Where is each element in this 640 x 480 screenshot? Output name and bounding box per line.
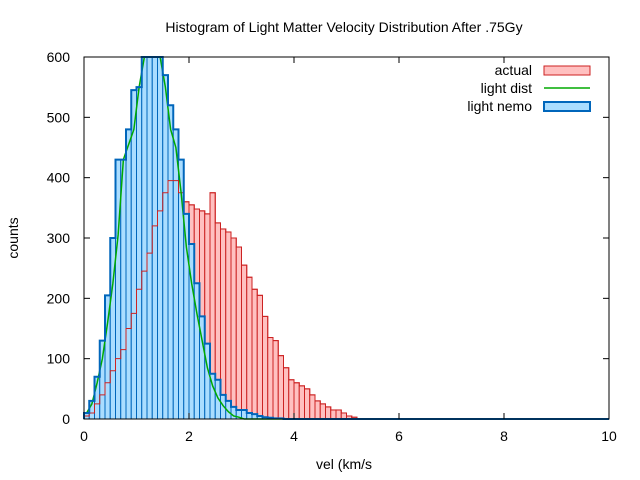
x-tick-label: 4 (290, 428, 298, 444)
bar-actual (335, 409, 342, 420)
legend-label: actual (495, 62, 532, 78)
bar-actual (225, 231, 232, 420)
bar-light-nemo (146, 56, 153, 420)
bar-actual (304, 388, 311, 420)
bar-light-nemo (141, 56, 148, 420)
x-tick-label: 2 (185, 428, 193, 444)
bar-actual (283, 367, 290, 420)
bar-light-nemo (120, 159, 127, 420)
x-axis-label: vel (km/s (316, 456, 372, 472)
y-tick-label: 600 (47, 49, 71, 65)
bar-actual (319, 403, 326, 420)
bar-light-nemo (125, 128, 132, 420)
chart-title: Histogram of Light Matter Velocity Distr… (165, 19, 522, 35)
bar-light-nemo (167, 104, 174, 420)
legend-label: light dist (481, 80, 532, 96)
bar-light-nemo (157, 56, 164, 420)
bar-light-nemo (136, 86, 143, 420)
y-tick-label: 0 (62, 411, 70, 427)
bar-light-nemo (151, 56, 158, 420)
bar-actual (309, 394, 316, 420)
legend-swatch (543, 101, 591, 112)
bar-light-nemo (172, 128, 179, 420)
y-axis-label: counts (5, 217, 21, 258)
legend-label: light nemo (467, 98, 532, 114)
bar-actual (262, 315, 269, 420)
bar-actual (293, 382, 300, 420)
x-tick-label: 0 (80, 428, 88, 444)
bar-actual (277, 355, 284, 420)
bars-layer (83, 56, 358, 420)
bar-actual (230, 237, 237, 420)
bar-actual (288, 379, 295, 420)
outline-actual (83, 180, 609, 420)
bar-actual (267, 337, 274, 420)
bar-light-nemo (162, 74, 169, 420)
bar-actual (246, 276, 253, 420)
bar-actual (235, 246, 242, 420)
legend: actual light dist light nemo (467, 62, 591, 114)
y-tick-label: 300 (47, 230, 71, 246)
bar-actual (298, 385, 305, 420)
legend-swatch (543, 65, 591, 76)
x-tick-label: 10 (601, 428, 617, 444)
bar-actual (256, 294, 263, 420)
y-tick-label: 100 (47, 351, 71, 367)
x-tick-label: 6 (395, 428, 403, 444)
bar-actual (272, 340, 279, 420)
y-tick-label: 200 (47, 290, 71, 306)
bar-actual (330, 409, 337, 420)
bar-actual (251, 288, 258, 420)
y-tick-label: 400 (47, 170, 71, 186)
bar-light-nemo (130, 89, 137, 420)
outline-light-nemo (83, 56, 609, 420)
x-tick-label: 8 (500, 428, 508, 444)
y-tick-label: 500 (47, 109, 71, 125)
bar-actual (241, 264, 248, 420)
bar-actual (314, 400, 321, 420)
bar-actual (325, 406, 332, 420)
